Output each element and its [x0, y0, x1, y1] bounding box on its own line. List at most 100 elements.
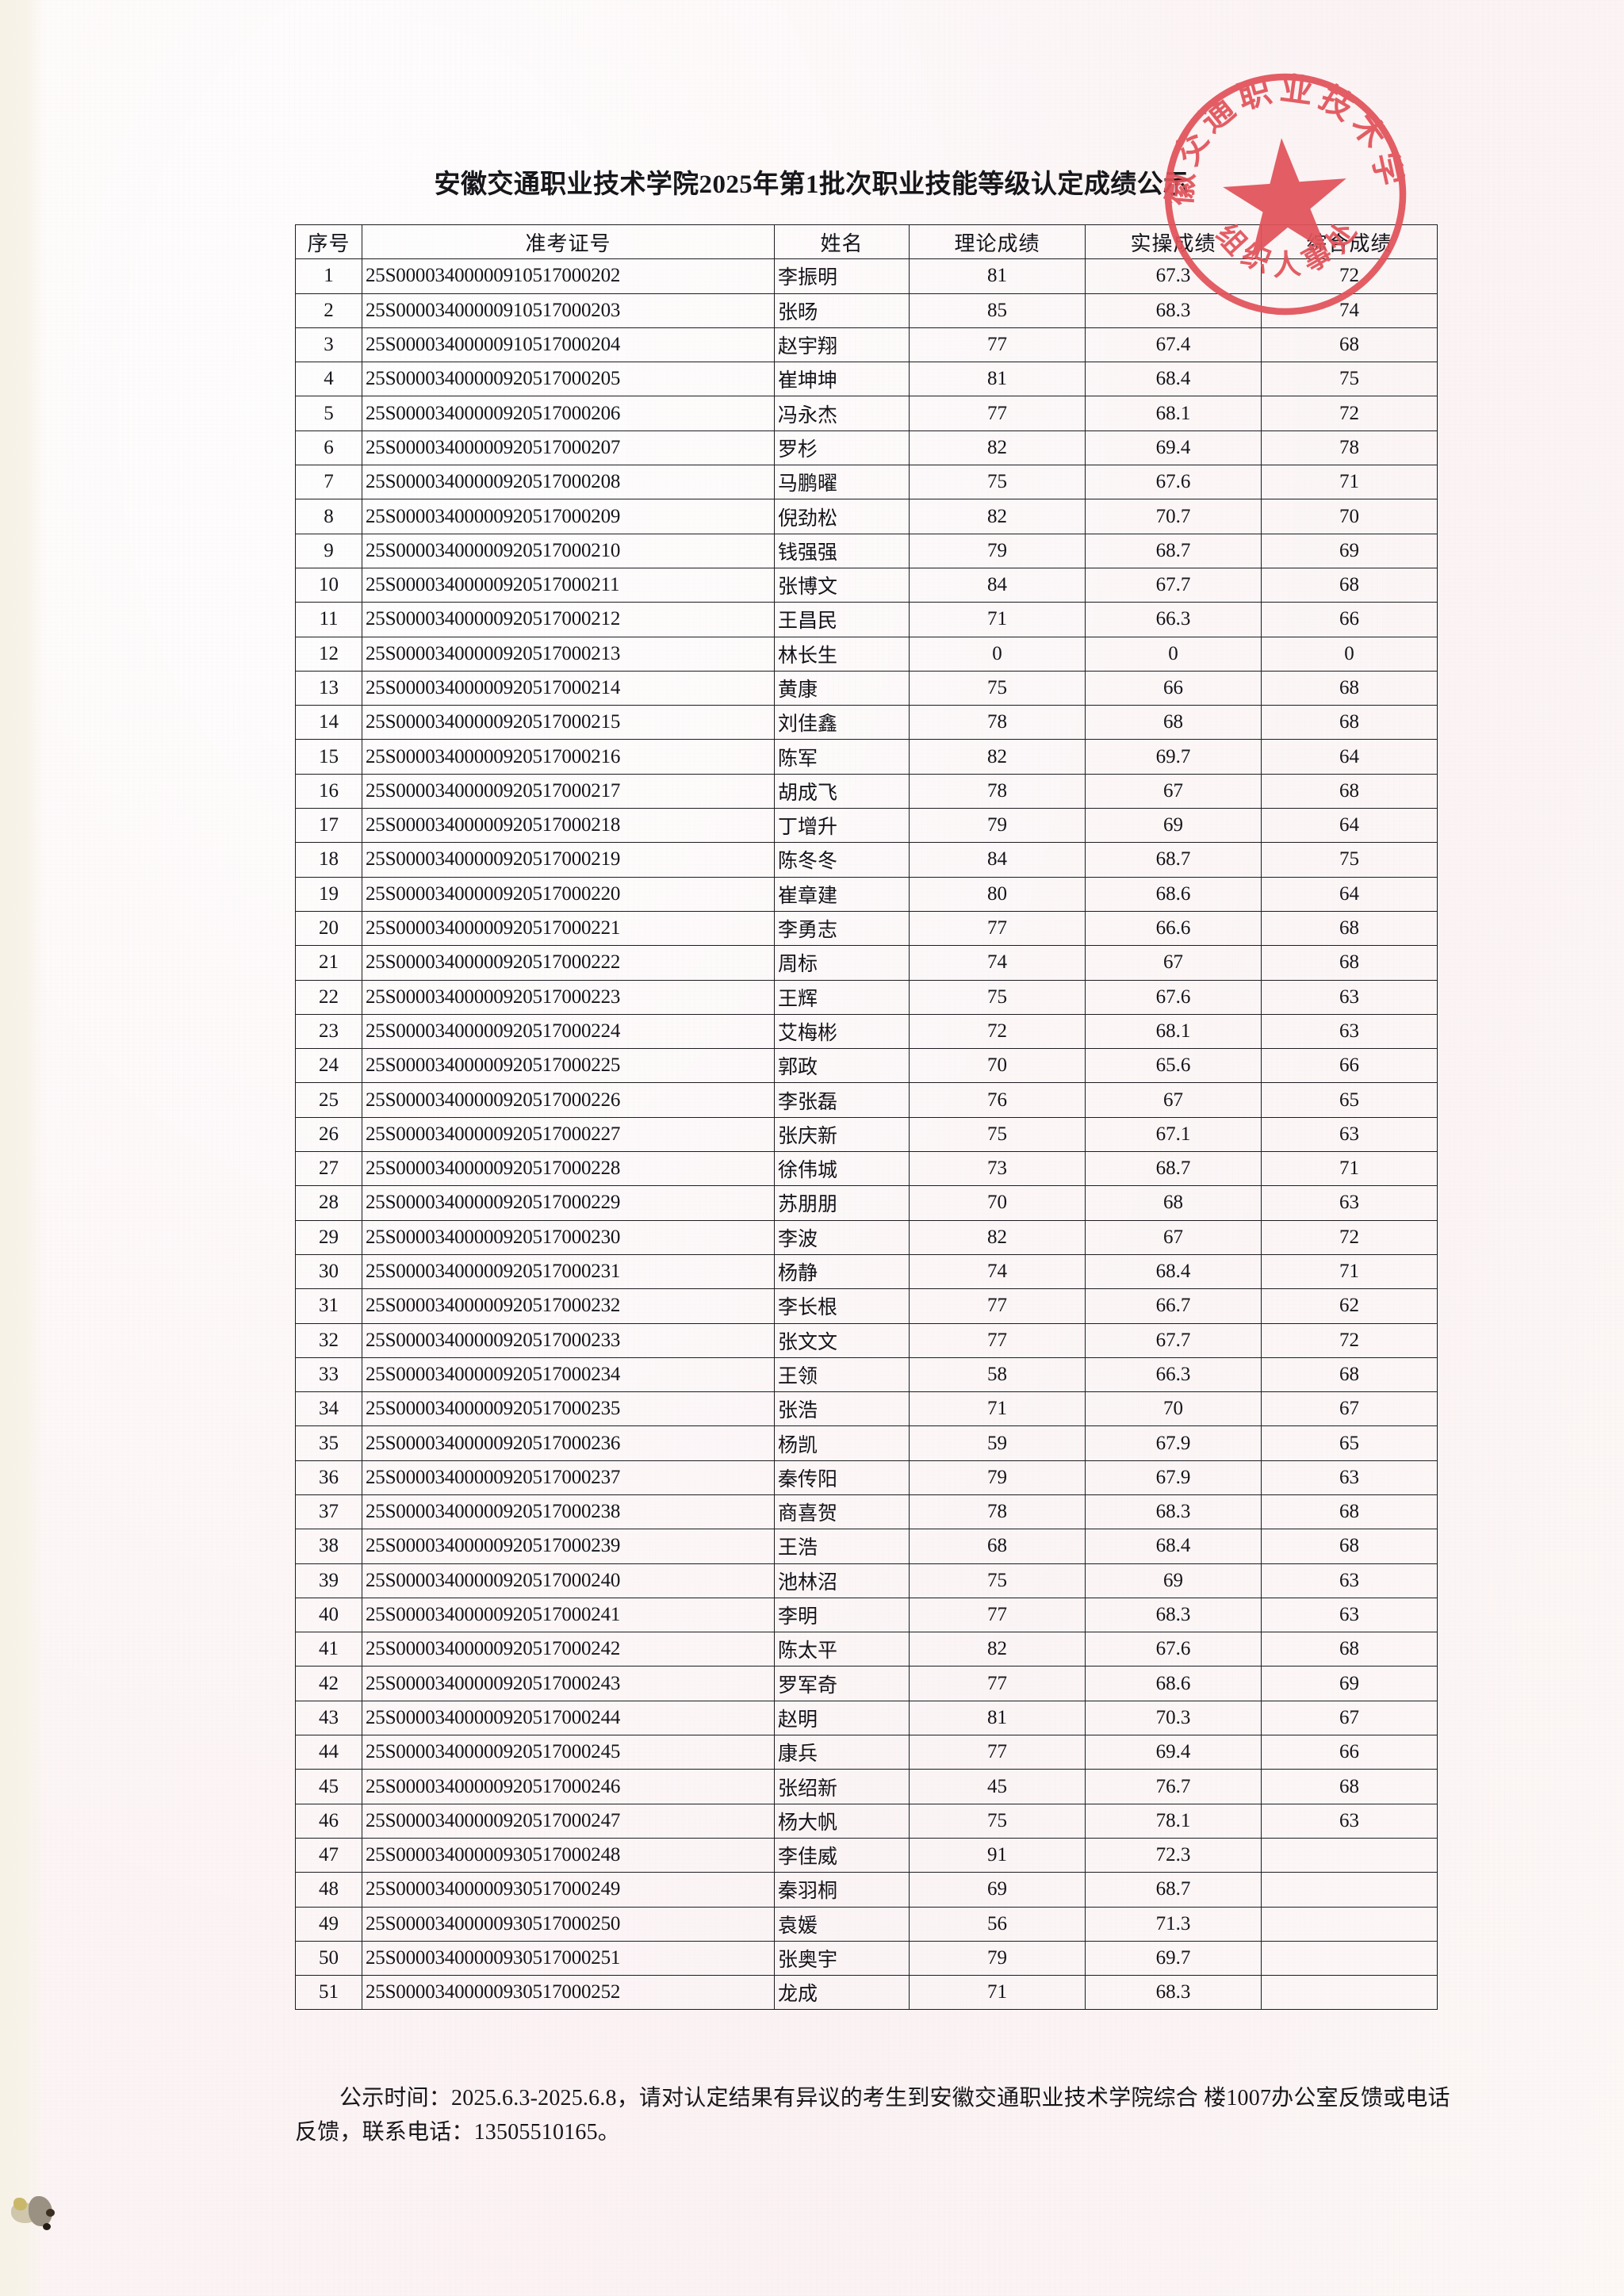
cell-admission-no: 25S00003400000910517000204	[362, 327, 775, 363]
cell-admission-no: 25S00003400000920517000209	[362, 499, 775, 534]
cell-theory-score: 77	[909, 1322, 1086, 1358]
cell-admission-no: 25S00003400000920517000222	[362, 945, 775, 981]
cell-admission-no: 25S00003400000920517000216	[362, 739, 775, 775]
cell-index: 49	[295, 1906, 362, 1942]
table-row: 14 25S00003400000920517000215 刘佳鑫 78 68 68	[295, 705, 1438, 740]
table-row: 15 25S00003400000920517000216 陈军 82 69.7 64	[295, 739, 1438, 775]
table-row: 40 25S00003400000920517000241 李明 77 68.3 63	[295, 1597, 1438, 1633]
cell-index: 24	[295, 1048, 362, 1084]
cell-theory-score: 79	[909, 533, 1086, 568]
cell-theory-score: 77	[909, 396, 1086, 431]
cell-practical-score: 67.9	[1085, 1460, 1262, 1495]
column-header-name: 姓名	[774, 224, 910, 260]
cell-theory-score: 71	[909, 1975, 1086, 2011]
cell-practical-score: 69.7	[1085, 1940, 1262, 1976]
cell-practical-score: 68.6	[1085, 1666, 1262, 1701]
cell-name: 杨大帆	[774, 1803, 910, 1839]
table-row: 49 25S00003400000930517000250 袁媛 56 71.3	[295, 1906, 1438, 1942]
cell-theory-score: 82	[909, 1632, 1086, 1667]
cell-name: 黄康	[774, 670, 910, 706]
cell-theory-score: 59	[909, 1425, 1086, 1461]
cell-overall-score: 66	[1261, 1048, 1438, 1084]
cell-index: 14	[295, 705, 362, 740]
cell-practical-score: 68.7	[1085, 1151, 1262, 1187]
cell-overall-score: 72	[1261, 258, 1438, 294]
cell-name: 马鹏曜	[774, 465, 910, 500]
table-row: 12 25S00003400000920517000213 林长生 0 0 0	[295, 636, 1438, 672]
cell-index: 48	[295, 1872, 362, 1908]
cell-overall-score: 74	[1261, 293, 1438, 328]
table-row: 4 25S00003400000920517000205 崔坤坤 81 68.4 75	[295, 362, 1438, 397]
cell-theory-score: 79	[909, 1460, 1086, 1495]
cell-name: 倪劲松	[774, 499, 910, 534]
cell-practical-score: 66.6	[1085, 910, 1262, 947]
cell-theory-score: 68	[909, 1529, 1086, 1564]
cell-theory-score: 75	[909, 1803, 1086, 1839]
cell-theory-score: 82	[909, 499, 1086, 534]
cell-index: 6	[295, 430, 362, 466]
cell-name: 赵宇翔	[774, 327, 910, 363]
cell-practical-score: 68.1	[1085, 1013, 1262, 1050]
cell-name: 林长生	[774, 636, 910, 672]
cell-index: 22	[295, 979, 362, 1015]
cell-theory-score: 78	[909, 705, 1086, 740]
cell-index: 20	[295, 910, 362, 947]
cell-theory-score: 78	[909, 773, 1086, 809]
cell-index: 16	[295, 773, 362, 809]
cell-practical-score: 68.3	[1085, 1975, 1262, 2011]
table-row: 5 25S00003400000920517000206 冯永杰 77 68.1 72	[295, 396, 1438, 431]
table-row: 46 25S00003400000920517000247 杨大帆 75 78.1 63	[295, 1803, 1438, 1839]
table-row: 13 25S00003400000920517000214 黄康 75 66 68	[295, 670, 1438, 706]
cell-theory-score: 74	[909, 945, 1086, 981]
footer-line-1: 公示时间：2025.6.3-2025.6.8，请对认定结果有异议的考生到安徽交通…	[339, 2086, 1198, 2110]
cell-name: 康兵	[774, 1735, 910, 1770]
cell-practical-score: 68.7	[1085, 533, 1262, 568]
cell-admission-no: 25S00003400000920517000247	[362, 1803, 775, 1839]
cell-admission-no: 25S00003400000920517000220	[362, 876, 775, 912]
cell-index: 26	[295, 1116, 362, 1153]
cell-overall-score: 63	[1261, 1803, 1438, 1839]
cell-name: 张奥宇	[774, 1940, 910, 1976]
cell-overall-score: 65	[1261, 1425, 1438, 1461]
table-row: 1 25S00003400000910517000202 李振明 81 67.3 72	[295, 258, 1438, 294]
cell-practical-score: 67.7	[1085, 567, 1262, 603]
cell-index: 42	[295, 1666, 362, 1701]
cell-index: 2	[295, 293, 362, 328]
cell-practical-score: 68.4	[1085, 1253, 1262, 1290]
table-row: 35 25S00003400000920517000236 杨凯 59 67.9 65	[295, 1425, 1438, 1461]
cell-name: 袁媛	[774, 1906, 910, 1942]
cell-admission-no: 25S00003400000930517000250	[362, 1906, 775, 1942]
footer-line-2: 楼1007办公室反馈或电话反馈，联系电话：13505510165。	[295, 2086, 1450, 2145]
table-row: 3 25S00003400000910517000204 赵宇翔 77 67.4 68	[295, 327, 1438, 363]
cell-name: 苏朋朋	[774, 1185, 910, 1221]
table-row: 44 25S00003400000920517000245 康兵 77 69.4 66	[295, 1735, 1438, 1770]
cell-admission-no: 25S00003400000920517000246	[362, 1769, 775, 1804]
cell-name: 罗军奇	[774, 1666, 910, 1701]
cell-admission-no: 25S00003400000920517000243	[362, 1666, 775, 1701]
cell-overall-score: 66	[1261, 602, 1438, 637]
cell-theory-score: 75	[909, 1563, 1086, 1598]
column-header-overall-score: 综合成绩	[1261, 224, 1438, 260]
cell-theory-score: 84	[909, 567, 1086, 603]
cell-practical-score: 67.9	[1085, 1425, 1262, 1461]
cell-theory-score: 82	[909, 430, 1086, 466]
cell-theory-score: 77	[909, 1288, 1086, 1324]
table-row: 2 25S00003400000910517000203 张旸 85 68.3 74	[295, 293, 1438, 328]
cell-index: 50	[295, 1940, 362, 1976]
cell-admission-no: 25S00003400000920517000206	[362, 396, 775, 431]
cell-practical-score: 67.3	[1085, 258, 1262, 294]
cell-index: 51	[295, 1975, 362, 2011]
cell-theory-score: 70	[909, 1185, 1086, 1221]
cell-theory-score: 0	[909, 636, 1086, 672]
cell-theory-score: 82	[909, 1219, 1086, 1255]
cell-overall-score: 75	[1261, 362, 1438, 397]
cell-practical-score: 68.4	[1085, 362, 1262, 397]
cell-overall-score: 63	[1261, 1563, 1438, 1598]
cell-name: 丁增升	[774, 808, 910, 844]
cell-admission-no: 25S00003400000920517000210	[362, 533, 775, 568]
cell-index: 39	[295, 1563, 362, 1598]
cell-practical-score: 68.4	[1085, 1529, 1262, 1564]
cell-name: 张博文	[774, 567, 910, 603]
cell-index: 23	[295, 1013, 362, 1050]
cell-index: 12	[295, 636, 362, 672]
